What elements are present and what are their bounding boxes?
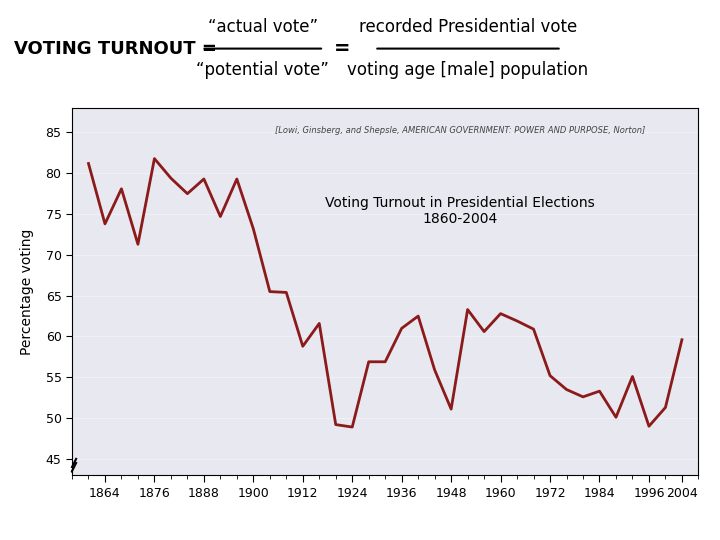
Text: “potential vote”: “potential vote” [197, 61, 329, 79]
Text: voting age [male] population: voting age [male] population [348, 61, 588, 79]
Text: “actual vote”: “actual vote” [208, 18, 318, 36]
Text: VOTING TURNOUT =: VOTING TURNOUT = [14, 39, 223, 58]
Text: Voting Turnout in Presidential Elections
1860-2004: Voting Turnout in Presidential Elections… [325, 195, 595, 226]
Text: recorded Presidential vote: recorded Presidential vote [359, 18, 577, 36]
Text: [Lowi, Ginsberg, and Shepsle, AMERICAN GOVERNMENT: POWER AND PURPOSE, Norton]: [Lowi, Ginsberg, and Shepsle, AMERICAN G… [275, 126, 646, 136]
Y-axis label: Percentage voting: Percentage voting [20, 228, 35, 355]
Text: =: = [334, 39, 350, 58]
